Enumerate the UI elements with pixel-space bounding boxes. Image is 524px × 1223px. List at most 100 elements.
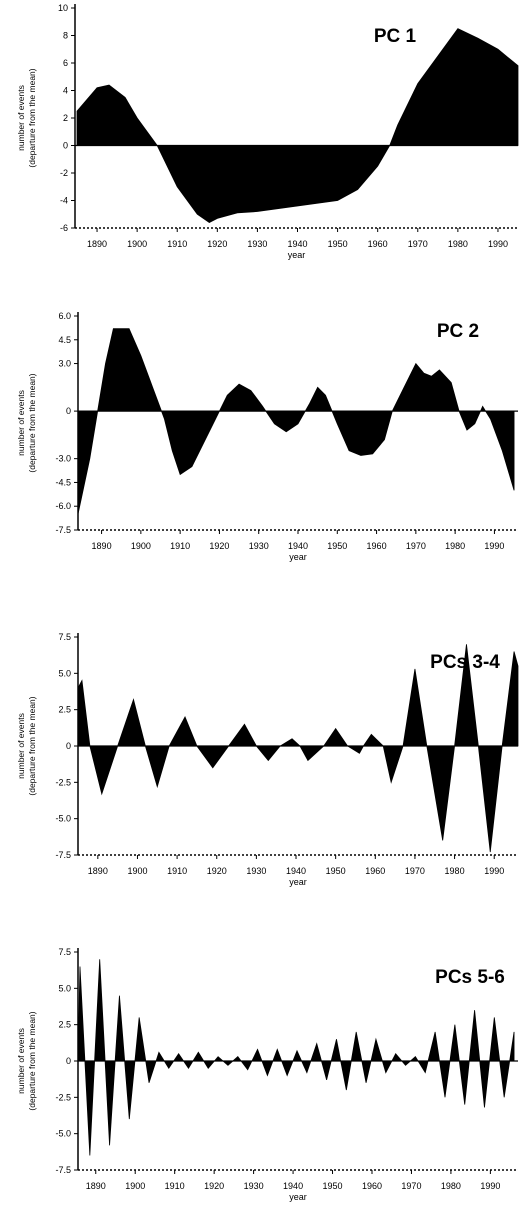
x-tick-label: 1920 <box>209 541 229 551</box>
x-tick-label: 1920 <box>207 866 227 876</box>
y-tick-label: 0 <box>66 406 71 416</box>
x-tick-label: 1980 <box>445 541 465 551</box>
y-axis-label: (departure from the mean) <box>27 696 37 795</box>
x-tick-label: 1940 <box>288 541 308 551</box>
area <box>77 959 515 1156</box>
y-tick-label: -7.5 <box>55 850 71 860</box>
y-tick-label: 5.0 <box>58 668 71 678</box>
x-tick-label: 1950 <box>323 1181 343 1191</box>
y-tick-label: -7.5 <box>55 1165 71 1175</box>
x-axis-label: year <box>289 552 307 562</box>
x-tick-label: 1900 <box>127 239 147 249</box>
panel-title: PC 2 <box>437 321 479 342</box>
x-tick-label: 1990 <box>484 866 504 876</box>
x-tick-label: 1950 <box>328 239 348 249</box>
x-tick-label: 1930 <box>244 1181 264 1191</box>
x-tick-label: 1890 <box>86 1181 106 1191</box>
x-tick-label: 1940 <box>286 866 306 876</box>
x-tick-label: 1960 <box>362 1181 382 1191</box>
y-tick-label: 8 <box>63 31 68 41</box>
x-tick-label: 1990 <box>488 239 508 249</box>
x-tick-label: 1950 <box>326 866 346 876</box>
panel-title: PC 1 <box>374 26 417 47</box>
x-tick-label: 1900 <box>125 1181 145 1191</box>
x-tick-label: 1910 <box>170 541 190 551</box>
y-tick-label: 2.5 <box>58 705 71 715</box>
x-tick-label: 1970 <box>406 541 426 551</box>
y-axis-label: (departure from the mean) <box>27 373 37 472</box>
y-tick-label: -6.0 <box>55 501 71 511</box>
y-tick-label: 4.5 <box>58 335 71 345</box>
y-tick-label: -3.0 <box>55 454 71 464</box>
y-tick-label: 7.5 <box>58 947 71 957</box>
y-tick-label: 6.0 <box>58 311 71 321</box>
x-tick-label: 1950 <box>327 541 347 551</box>
y-axis-label: number of events <box>16 85 26 151</box>
x-tick-label: 1990 <box>480 1181 500 1191</box>
y-tick-label: 7.5 <box>58 632 71 642</box>
y-tick-label: 6 <box>63 58 68 68</box>
x-tick-label: 1940 <box>283 1181 303 1191</box>
area <box>76 28 519 223</box>
x-tick-label: 1970 <box>401 1181 421 1191</box>
x-tick-label: 1890 <box>88 866 108 876</box>
x-tick-label: 1930 <box>247 239 267 249</box>
y-axis-label: number of events <box>16 390 26 456</box>
y-tick-label: -7.5 <box>55 525 71 535</box>
x-tick-label: 1900 <box>127 866 147 876</box>
y-tick-label: 2.5 <box>58 1020 71 1030</box>
panel: 7.5 5.0 2.5 0 -2.5 -5.0 -7.5 1890 1900 1910 1920 19… <box>16 947 518 1202</box>
x-tick-label: 1910 <box>165 1181 185 1191</box>
y-axis-label: (departure from the mean) <box>27 1011 37 1110</box>
panel: 6.0 4.5 3.0 0 -3.0 -4.5 -6.0 -7.5 1890 1900 1910 19… <box>16 311 518 562</box>
x-tick-label: 1960 <box>367 541 387 551</box>
y-tick-label: -4 <box>60 196 68 206</box>
panel: 7.5 5.0 2.5 0 -2.5 -5.0 -7.5 1890 1900 1910 1920 19… <box>16 632 519 887</box>
panel-title: PCs 5-6 <box>435 967 505 988</box>
x-tick-label: 1930 <box>249 541 269 551</box>
x-tick-label: 1920 <box>204 1181 224 1191</box>
x-tick-label: 1910 <box>167 239 187 249</box>
y-tick-label: -4.5 <box>55 477 71 487</box>
x-tick-label: 1990 <box>484 541 504 551</box>
y-tick-label: 5.0 <box>58 983 71 993</box>
x-axis-label: year <box>289 1192 307 1202</box>
y-tick-label: 0 <box>66 741 71 751</box>
x-tick-label: 1930 <box>246 866 266 876</box>
y-tick-label: -2 <box>60 168 68 178</box>
y-tick-label: 2 <box>63 113 68 123</box>
x-tick-label: 1900 <box>131 541 151 551</box>
y-tick-label: 0 <box>66 1056 71 1066</box>
y-tick-label: 4 <box>63 86 68 96</box>
x-tick-label: 1940 <box>287 239 307 249</box>
area <box>77 644 519 853</box>
x-axis-label: year <box>289 877 307 887</box>
area <box>77 328 515 515</box>
x-tick-label: 1970 <box>408 239 428 249</box>
y-tick-label: 3.0 <box>58 359 71 369</box>
y-axis-label: number of events <box>16 713 26 779</box>
y-tick-label: -6 <box>60 223 68 233</box>
x-tick-label: 1890 <box>87 239 107 249</box>
y-axis-label: (departure from the mean) <box>27 68 37 167</box>
panel-title: PCs 3-4 <box>430 652 500 673</box>
x-tick-label: 1980 <box>441 1181 461 1191</box>
x-tick-label: 1910 <box>167 866 187 876</box>
x-tick-label: 1920 <box>207 239 227 249</box>
x-tick-label: 1980 <box>448 239 468 249</box>
y-tick-label: 10 <box>58 3 68 13</box>
y-tick-label: -5.0 <box>55 1129 71 1139</box>
panel: 10 8 6 4 2 0 -2 -4 -6 1890 1900 1910 1920 1930 1940 195… <box>16 3 519 260</box>
y-tick-label: -2.5 <box>55 777 71 787</box>
y-tick-label: 0 <box>63 141 68 151</box>
x-tick-label: 1960 <box>365 866 385 876</box>
x-axis-label: year <box>288 250 306 260</box>
x-tick-label: 1960 <box>368 239 388 249</box>
x-tick-label: 1980 <box>445 866 465 876</box>
x-tick-label: 1970 <box>405 866 425 876</box>
y-axis-label: number of events <box>16 1028 26 1094</box>
y-tick-label: -5.0 <box>55 814 71 824</box>
y-tick-label: -2.5 <box>55 1092 71 1102</box>
